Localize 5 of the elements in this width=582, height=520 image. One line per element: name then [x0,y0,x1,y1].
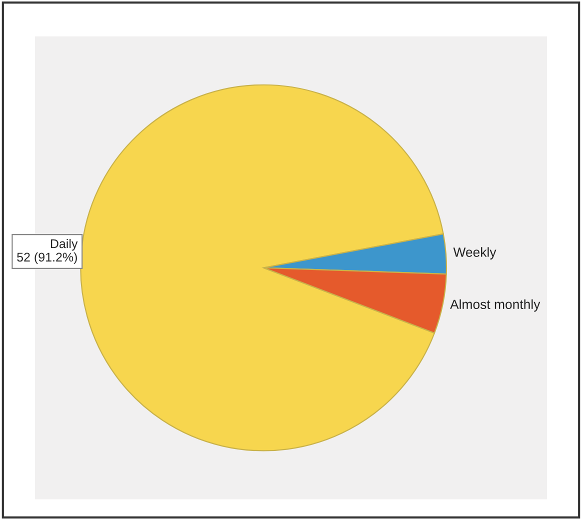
pie-slice [80,84,444,452]
slice-label: Weekly [453,247,496,260]
slice-label: Almost monthly [450,299,540,312]
slice-label: Daily [50,238,78,251]
data-label: 52 (91.2%) [17,252,77,264]
